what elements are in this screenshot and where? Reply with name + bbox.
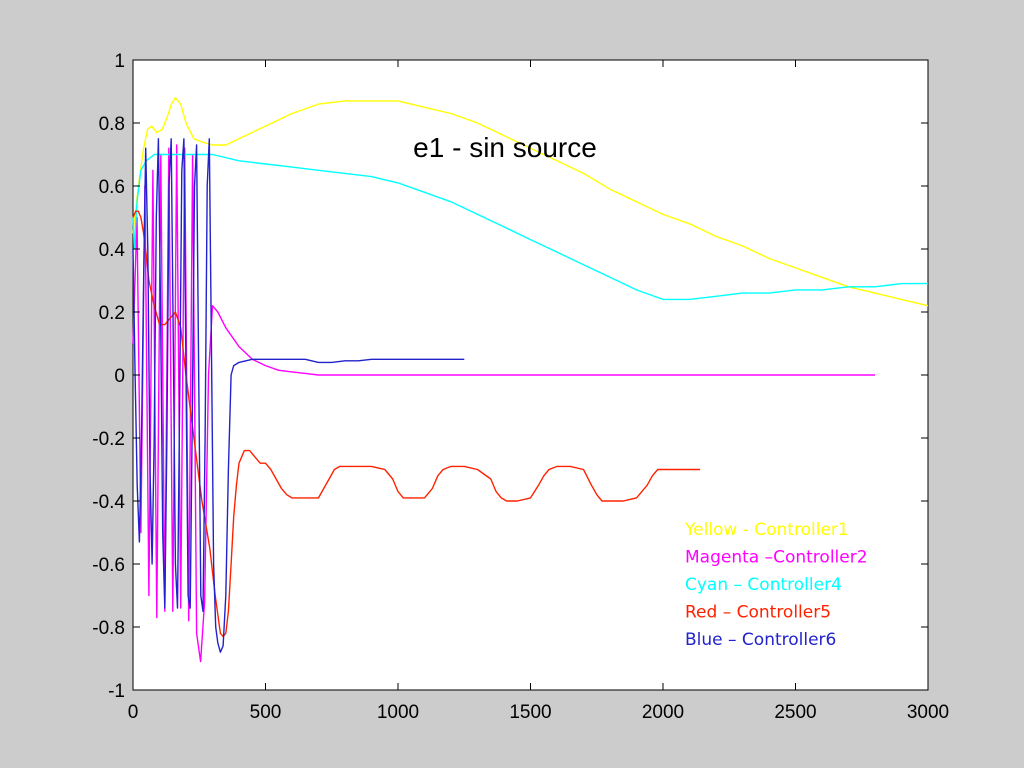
series-line-1 [132,97,929,307]
x-tick-label: 1000 [377,702,419,723]
y-tick-label: 0 [114,366,125,387]
y-tick-label: 0.8 [99,114,125,135]
legend-entry-5: Blue – Controller6 [685,630,836,650]
series-line-3 [132,153,928,301]
chart-title: e1 - sin source [413,132,597,163]
y-tick-label: 0.4 [99,240,126,261]
legend-entry-1: Yellow - Controller1 [684,520,849,540]
x-tick-label: 3000 [907,702,949,723]
y-tick-label: 0.6 [99,177,125,198]
x-tick-label: 2000 [642,702,684,723]
y-tick-label: -0.2 [92,429,125,450]
x-tick-label: 500 [250,702,282,723]
y-tick-label: 0.2 [99,303,125,324]
x-tick-label: 2500 [774,702,816,723]
series-line-4 [132,210,701,638]
y-tick-label: -1 [108,681,125,702]
series-line-5 [132,138,465,653]
axis-layer: 0 500 1000 1500 2000 2500 3000 1 0.8 0.6 0.4 0.2 0 -0… [92,51,949,723]
y-tick-label: 1 [114,51,125,72]
x-tick-label: 0 [128,702,139,723]
y-tick-label: -0.6 [92,555,125,576]
x-tick-label: 1500 [509,702,551,723]
legend-entry-4: Red – Controller5 [685,603,831,623]
series-layer [132,97,929,663]
y-tick-label: -0.8 [92,618,125,639]
legend-entry-2: Magenta –Controller2 [685,548,868,568]
legend: Yellow - Controller1 Magenta –Controller2… [684,520,868,650]
y-tick-label: -0.4 [92,492,125,513]
legend-entry-3: Cyan – Controller4 [685,575,842,595]
